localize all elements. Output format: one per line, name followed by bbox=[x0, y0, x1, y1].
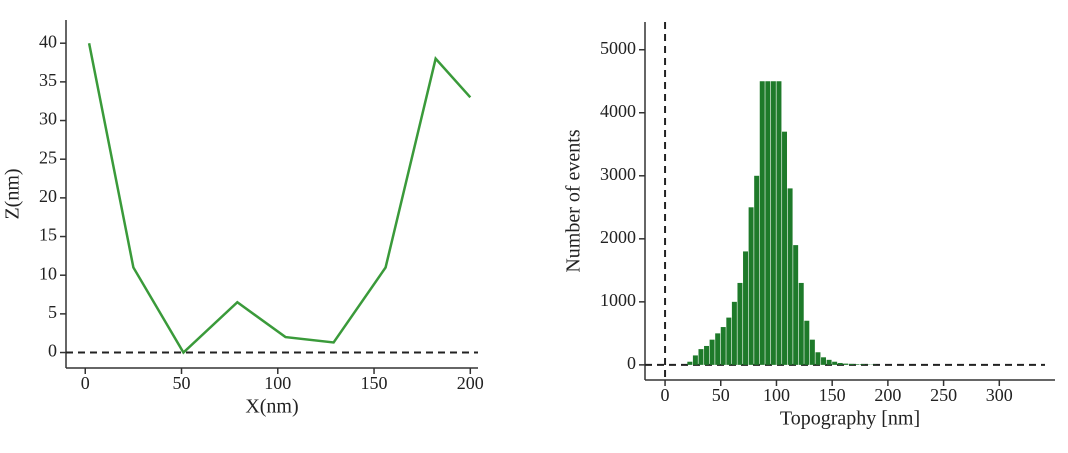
bar bbox=[692, 355, 698, 365]
y-tick-label: 0 bbox=[48, 341, 57, 361]
bar bbox=[832, 361, 838, 365]
y-axis-label: Z(nm) bbox=[2, 168, 24, 219]
x-tick-label: 100 bbox=[264, 373, 291, 393]
bar bbox=[765, 81, 771, 365]
x-tick-label: 250 bbox=[930, 385, 957, 405]
bar bbox=[731, 301, 737, 365]
y-tick-label: 5000 bbox=[600, 38, 636, 58]
bar bbox=[826, 359, 832, 365]
y-tick-label: 30 bbox=[39, 109, 57, 129]
y-tick-label: 4000 bbox=[600, 101, 636, 121]
bar bbox=[787, 188, 793, 365]
bar bbox=[837, 362, 843, 365]
x-tick-label: 100 bbox=[763, 385, 790, 405]
y-tick-label: 40 bbox=[39, 31, 57, 51]
bar bbox=[759, 81, 765, 365]
x-tick-label: 150 bbox=[361, 373, 388, 393]
bar bbox=[804, 320, 810, 365]
x-tick-label: 150 bbox=[819, 385, 846, 405]
bar bbox=[754, 175, 760, 365]
bar bbox=[782, 131, 788, 365]
bar bbox=[860, 364, 865, 365]
bar bbox=[698, 349, 704, 365]
bar bbox=[798, 282, 804, 365]
line bbox=[87, 42, 472, 355]
bar bbox=[737, 282, 743, 365]
bar bbox=[704, 345, 710, 365]
bar bbox=[815, 352, 821, 365]
bar bbox=[809, 339, 815, 365]
bar bbox=[720, 327, 726, 365]
x-axis-label: X(nm) bbox=[245, 396, 298, 418]
y-tick-label: 2000 bbox=[600, 227, 636, 247]
y-tick-label: 1000 bbox=[600, 290, 636, 310]
bar bbox=[843, 363, 849, 365]
x-tick-label: 200 bbox=[457, 373, 484, 393]
y-axis-label: Number of events bbox=[563, 129, 585, 273]
y-tick-label: 3000 bbox=[600, 164, 636, 184]
bar bbox=[770, 81, 776, 365]
x-tick-label: 0 bbox=[81, 373, 90, 393]
bar bbox=[687, 361, 693, 365]
bar bbox=[743, 251, 749, 365]
y-tick-label: 20 bbox=[39, 186, 57, 206]
bar bbox=[715, 333, 721, 365]
x-tick-label: 200 bbox=[874, 385, 901, 405]
y-tick-label: 25 bbox=[39, 147, 57, 167]
x-tick-label: 50 bbox=[173, 373, 191, 393]
bar bbox=[748, 207, 754, 365]
x-tick-label: 0 bbox=[661, 385, 670, 405]
y-tick-label: 35 bbox=[39, 70, 57, 90]
y-tick-label: 15 bbox=[39, 225, 57, 245]
bar bbox=[793, 245, 799, 365]
bar bbox=[709, 339, 715, 365]
x-tick-label: 300 bbox=[986, 385, 1013, 405]
x-axis-label: Topography [nm] bbox=[780, 408, 920, 430]
y-tick-label: 0 bbox=[627, 353, 636, 373]
bar bbox=[848, 363, 854, 365]
y-tick-label: 5 bbox=[48, 302, 57, 322]
bar bbox=[726, 317, 732, 365]
x-tick-label: 50 bbox=[712, 385, 730, 405]
y-tick-label: 10 bbox=[39, 263, 57, 283]
bar bbox=[821, 357, 827, 365]
bar bbox=[854, 364, 860, 365]
bar bbox=[776, 81, 782, 365]
